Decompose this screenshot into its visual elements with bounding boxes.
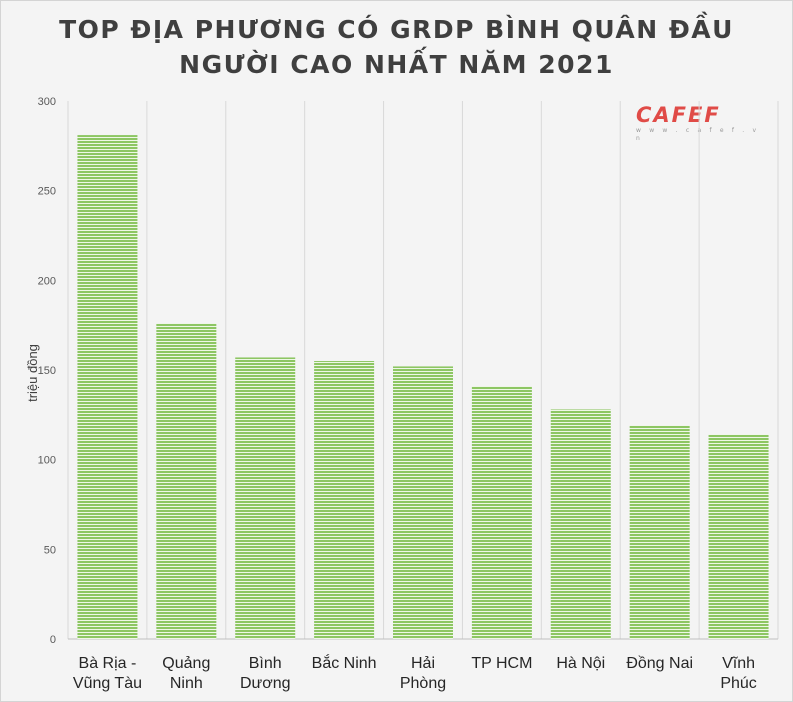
y-tick-label: 100 — [38, 455, 56, 467]
bar — [629, 425, 690, 639]
x-category-label: Đồng Nai — [626, 655, 693, 672]
bar — [77, 135, 138, 639]
y-tick-label: 0 — [50, 634, 56, 646]
chart-title: TOP ĐỊA PHƯƠNG CÓ GRDP BÌNH QUÂN ĐẦU NGƯ… — [0, 12, 793, 82]
bar — [708, 434, 769, 639]
x-category-label: TP HCM — [471, 655, 532, 672]
x-category-label: Bắc Ninh — [312, 653, 377, 672]
y-tick-label: 250 — [38, 186, 56, 198]
bar — [550, 409, 611, 639]
bar — [393, 366, 453, 639]
y-tick-label: 300 — [38, 96, 56, 108]
x-axis-categories: Bà Rịa -Vũng Tàu Quảng Ninh Bình Dương Bắc Ni… — [73, 653, 757, 692]
chart-title-line-1: TOP ĐỊA PHƯƠNG CÓ GRDP BÌNH QUÂN ĐẦU — [59, 15, 734, 44]
cafef-logo: CAFEF w w w . c a f e f . v n — [636, 103, 766, 142]
y-tick-label: 50 — [44, 544, 56, 556]
x-category-label: Bình Dương — [240, 655, 291, 692]
x-category-label: Quảng Ninh — [162, 655, 210, 692]
x-category-label: Bà Rịa -Vũng Tàu — [73, 655, 142, 692]
cafef-logo-text: CAFEF — [636, 103, 721, 127]
x-category-label: Vĩnh Phúc — [720, 655, 756, 692]
chart-title-line-2: NGƯỜI CAO NHẤT NĂM 2021 — [179, 50, 614, 79]
y-tick-label: 200 — [38, 275, 56, 287]
bar — [314, 361, 375, 639]
y-axis-title: triệu đồng — [25, 344, 40, 402]
x-category-label: Hải Phòng — [400, 655, 446, 692]
bar — [471, 386, 532, 639]
bar — [235, 357, 296, 639]
bar — [156, 323, 217, 639]
x-category-label: Hà Nội — [556, 655, 605, 672]
y-axis-ticks: 0 50 100 150 200 250 300 — [38, 96, 56, 646]
cafef-logo-url: w w w . c a f e f . v n — [636, 127, 760, 142]
y-tick-label: 150 — [38, 365, 56, 377]
bars — [77, 135, 769, 639]
